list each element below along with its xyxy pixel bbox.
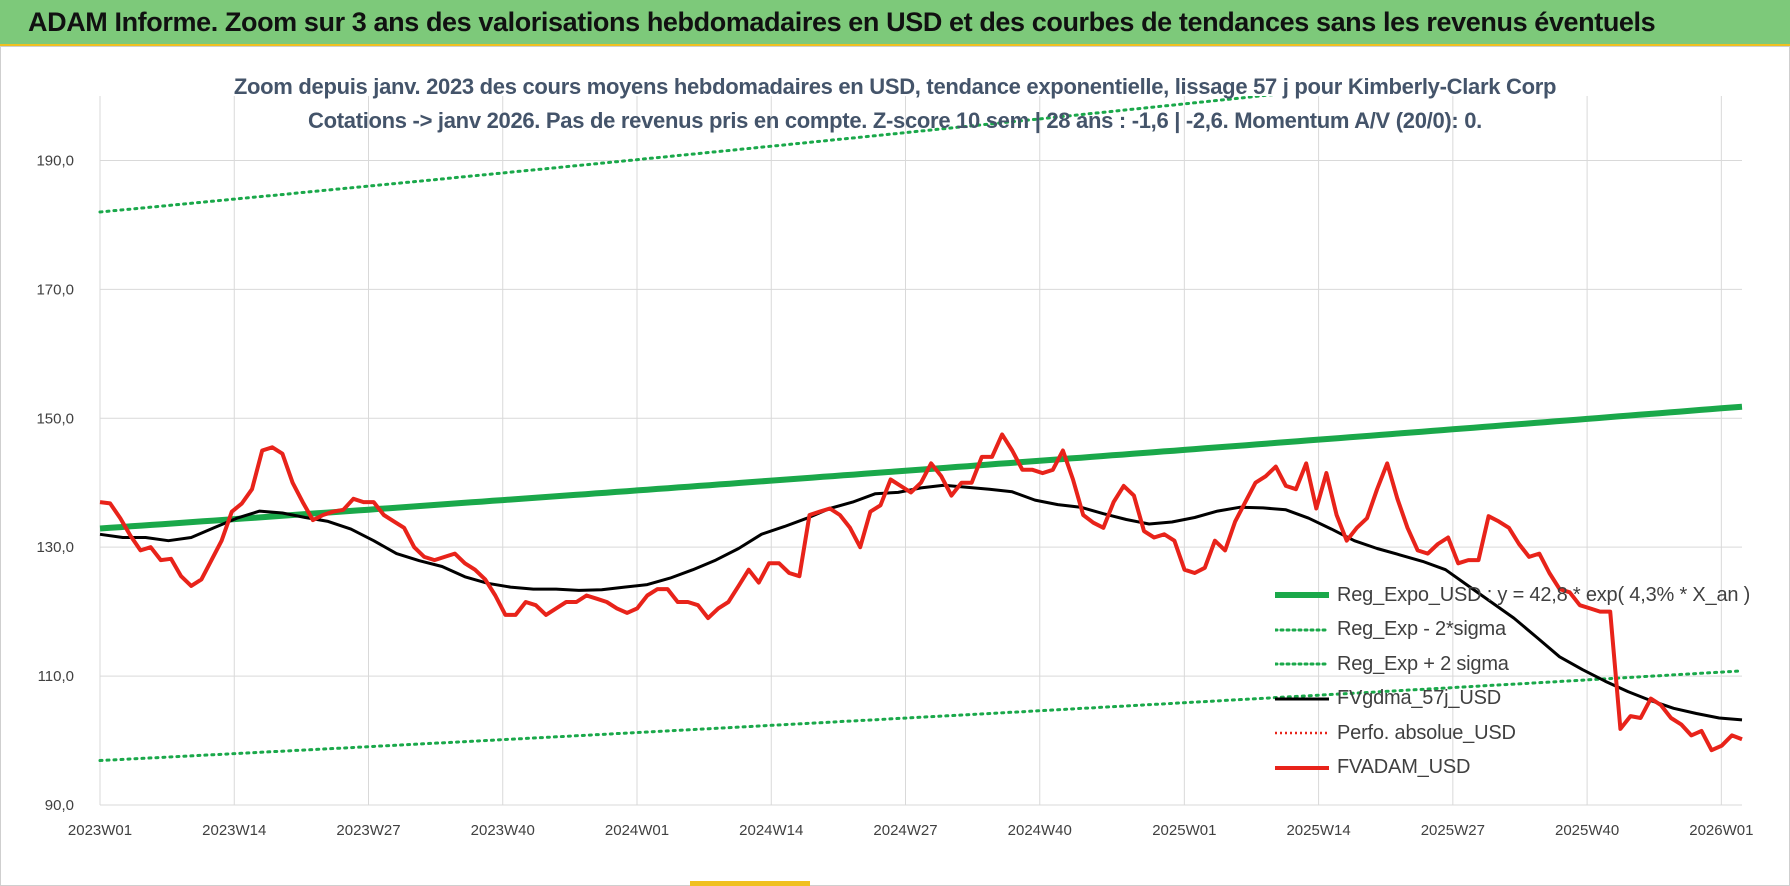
x-tick-label: 2024W01 <box>605 822 669 839</box>
chart-legend: Reg_Expo_USD : y = 42,8 * exp( 4,3% * X_… <box>1275 578 1755 785</box>
x-tick-label: 2024W14 <box>739 822 803 839</box>
legend-swatch-fvadam <box>1275 765 1329 770</box>
grid-lines <box>99 96 1742 806</box>
y-tick-label: 190,0 <box>36 152 74 169</box>
x-tick-label: 2025W27 <box>1421 822 1485 839</box>
chart-title: Zoom depuis janv. 2023 des cours moyens … <box>0 70 1790 138</box>
legend-label-fvadam: FVADAM_USD <box>1337 756 1471 779</box>
legend-item-reg-minus: Reg_Exp - 2*sigma <box>1275 613 1755 648</box>
x-tick-label: 2025W40 <box>1555 822 1619 839</box>
x-tick-label: 2023W40 <box>471 822 535 839</box>
series-line-1 <box>98 669 1744 762</box>
title-banner: ADAM Informe. Zoom sur 3 ans des valoris… <box>0 0 1790 46</box>
y-tick-label: 130,0 <box>36 539 74 556</box>
x-tick-label: 2023W27 <box>336 822 400 839</box>
series-line-3 <box>99 483 1743 722</box>
legend-label-perfo: Perfo. absolue_USD <box>1337 721 1516 744</box>
bottom-accent-bar <box>690 881 810 886</box>
legend-swatch-reg-minus <box>1275 628 1329 632</box>
legend-item-perfo: Perfo. absolue_USD <box>1275 716 1755 751</box>
y-tick-label: 110,0 <box>38 668 74 685</box>
series-layer <box>98 96 1744 762</box>
legend-swatch-fvgdma <box>1275 697 1329 701</box>
series-line-0 <box>99 403 1743 532</box>
x-tick-label: 2023W01 <box>68 822 132 839</box>
chart-title-line-2: Cotations -> janv 2026. Pas de revenus p… <box>308 108 1482 133</box>
x-tick-label: 2025W01 <box>1152 822 1216 839</box>
legend-item-reg-plus: Reg_Exp + 2 sigma <box>1275 647 1755 682</box>
legend-label-fvgdma: FVgdma_57j_USD <box>1337 687 1501 710</box>
x-tick-label: 2023W14 <box>202 822 266 839</box>
y-tick-label: 170,0 <box>36 281 74 298</box>
legend-label-reg-plus: Reg_Exp + 2 sigma <box>1337 652 1509 675</box>
series-line-5 <box>99 432 1743 753</box>
y-axis-ticks: 90,0 110,0 130,0 150,0 170,0 190,0 <box>36 152 74 814</box>
legend-swatch-perfo <box>1275 732 1329 735</box>
x-tick-label: 2024W27 <box>873 822 937 839</box>
legend-item-reg-expo: Reg_Expo_USD : y = 42,8 * exp( 4,3% * X_… <box>1275 578 1755 613</box>
x-tick-label: 2025W14 <box>1286 822 1350 839</box>
x-tick-label: 2024W40 <box>1008 822 1072 839</box>
y-tick-label: 90,0 <box>45 797 74 814</box>
banner-title: ADAM Informe. Zoom sur 3 ans des valoris… <box>28 7 1656 37</box>
x-axis-ticks: 2023W01 2023W14 2023W27 2023W40 2024W01 2024W… <box>68 822 1754 839</box>
chart-title-line-1: Zoom depuis janv. 2023 des cours moyens … <box>233 74 1557 99</box>
legend-item-fvadam: FVADAM_USD <box>1275 751 1755 786</box>
y-tick-label: 150,0 <box>36 410 74 427</box>
legend-swatch-reg-plus <box>1275 662 1329 666</box>
legend-label-reg-minus: Reg_Exp - 2*sigma <box>1337 618 1506 641</box>
series-line-2 <box>98 96 1275 214</box>
x-tick-label: 2026W01 <box>1689 822 1753 839</box>
legend-swatch-reg-expo <box>1275 592 1329 599</box>
legend-label-reg-expo: Reg_Expo_USD : y = 42,8 * exp( 4,3% * X_… <box>1337 583 1751 606</box>
legend-item-fvgdma: FVgdma_57j_USD <box>1275 682 1755 717</box>
